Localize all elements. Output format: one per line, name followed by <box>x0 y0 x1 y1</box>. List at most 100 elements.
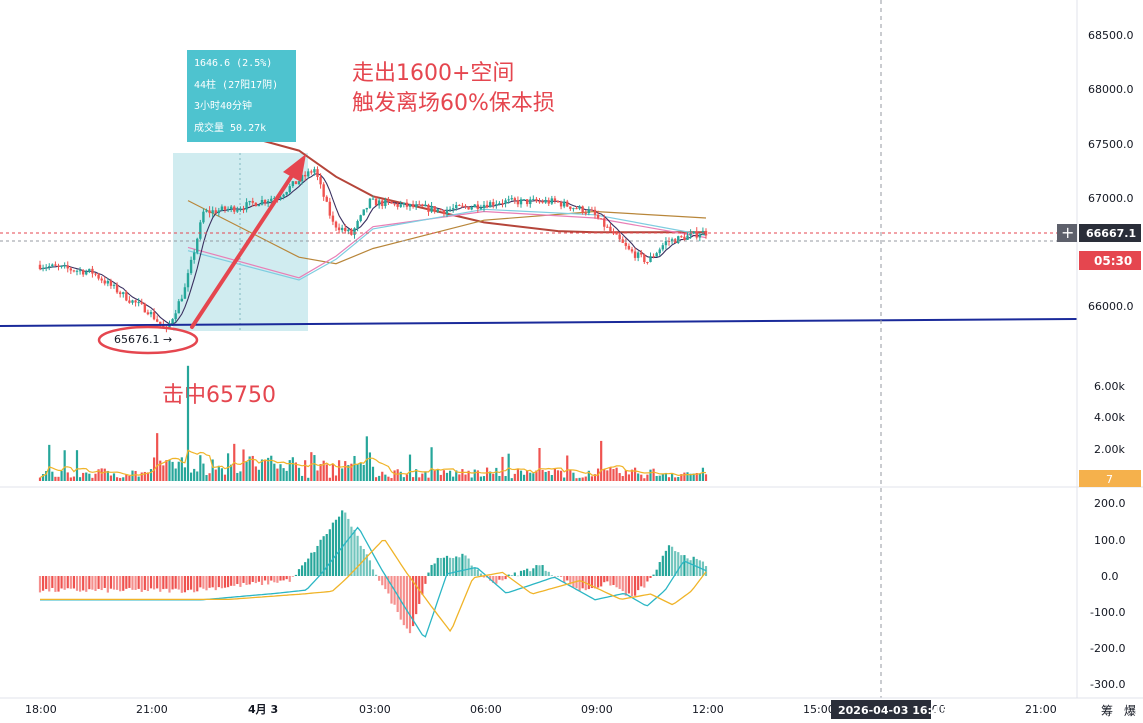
volume-bar <box>72 476 76 481</box>
volume-bar <box>66 472 69 481</box>
time-tick-date: 4月 3 <box>248 703 278 716</box>
candle-body <box>652 256 655 258</box>
macd-tick: 0.0 <box>1101 570 1119 583</box>
candle-body <box>677 236 680 243</box>
macd-histogram-bar <box>140 576 143 592</box>
volume-bar <box>590 476 594 481</box>
macd-histogram-bar <box>424 576 427 584</box>
volume-bar <box>199 455 202 481</box>
volume-bar <box>267 457 270 481</box>
volume-bar <box>63 450 66 481</box>
volume-bar <box>516 468 520 481</box>
volume-bar <box>452 476 455 481</box>
candle-body <box>266 200 270 203</box>
candle-body <box>436 209 439 212</box>
candle-body <box>541 201 544 203</box>
candle-body <box>208 210 211 214</box>
candle-body <box>239 209 242 211</box>
volume-tick: 4.00k <box>1094 411 1125 424</box>
current-price-value: 66667.1 <box>1086 227 1136 240</box>
macd-histogram-bar <box>458 557 461 576</box>
candle-body <box>445 210 449 214</box>
macd-histogram-bar <box>226 576 230 588</box>
candle-body <box>621 239 624 243</box>
macd-pane[interactable] <box>38 510 708 638</box>
volume-bar <box>408 454 412 481</box>
volume-bar <box>593 474 597 481</box>
candlesticks <box>38 166 708 333</box>
volume-bar <box>51 471 54 481</box>
candle-body <box>624 242 628 246</box>
volume-bar <box>217 465 220 481</box>
macd-histogram-bar <box>165 576 168 589</box>
candle-body <box>667 241 671 243</box>
candle-body <box>279 196 282 199</box>
candle-body <box>615 232 618 235</box>
volume-bar <box>78 477 82 481</box>
candle-body <box>374 198 378 206</box>
candle-body <box>217 210 221 214</box>
support-trendline[interactable] <box>0 318 1078 327</box>
volume-bar <box>578 477 581 481</box>
add-line-button[interactable] <box>1057 224 1077 242</box>
volume-bar <box>189 472 193 481</box>
volume-bar <box>239 471 242 481</box>
volume-bar <box>489 471 492 481</box>
volume-bar <box>541 469 544 481</box>
volume-bar <box>501 456 504 481</box>
macd-histogram-bar <box>322 536 325 576</box>
candle-body <box>393 203 396 205</box>
volume-bar <box>322 460 325 481</box>
macd-histogram-bar <box>273 576 276 583</box>
candle-body <box>689 233 692 236</box>
time-tick: 21:00 <box>1025 703 1057 716</box>
time-tick: 12:00 <box>692 703 724 716</box>
candle-body <box>572 208 575 210</box>
current-price-tag <box>1079 224 1141 242</box>
volume-bar <box>378 475 381 481</box>
liquidation-toggle[interactable]: 爆 <box>1124 704 1136 718</box>
volume-bar <box>45 471 48 481</box>
candle-countdown-tag <box>1079 251 1141 270</box>
volume-bar <box>535 470 538 481</box>
volume-bar <box>263 459 267 481</box>
macd-histogram-bar <box>162 576 165 590</box>
volume-bar <box>418 477 421 481</box>
macd-histogram-bar <box>408 576 412 634</box>
macd-histogram-bar <box>587 576 590 590</box>
volume-bar <box>137 476 140 481</box>
volume-bar <box>492 473 495 481</box>
macd-histogram-bar <box>378 576 381 581</box>
volume-pane[interactable] <box>38 365 708 481</box>
macd-histogram-bar <box>347 518 350 576</box>
macd-histogram-bar <box>482 576 486 578</box>
volume-bar <box>701 467 705 481</box>
candle-body <box>273 197 276 199</box>
right-price-axis[interactable]: 68500.0 68000.0 67500.0 67000.0 66000.0 … <box>1057 0 1141 698</box>
candle-body <box>377 200 381 206</box>
macd-histogram-bar <box>220 576 224 589</box>
macd-histogram-bar <box>189 576 193 590</box>
volume-bar <box>606 470 609 481</box>
candle-body <box>69 268 73 271</box>
candle-body <box>553 198 557 201</box>
macd-histogram-bar <box>655 569 658 576</box>
macd-histogram-bar <box>177 576 180 590</box>
plus-icon[interactable]: + <box>1061 223 1074 242</box>
macd-histogram-bar <box>442 557 446 576</box>
macd-histogram-bar <box>143 576 146 590</box>
crosshair-time-label: 2026-04-03 16:45 <box>838 704 947 717</box>
candle-body <box>192 252 196 260</box>
candle-body <box>54 264 57 266</box>
chips-toggle[interactable]: 筹 <box>1101 704 1113 718</box>
volume-bar <box>202 463 205 481</box>
candle-body <box>41 267 45 270</box>
time-axis[interactable]: 18:00 21:00 4月 3 03:00 06:00 09:00 12:00… <box>0 697 1143 719</box>
candle-body <box>297 181 301 185</box>
macd-histogram-bar <box>82 576 85 591</box>
candle-body <box>229 206 233 209</box>
volume-bar <box>230 464 233 481</box>
macd-histogram-bar <box>704 566 708 576</box>
macd-histogram-bar <box>603 576 606 583</box>
